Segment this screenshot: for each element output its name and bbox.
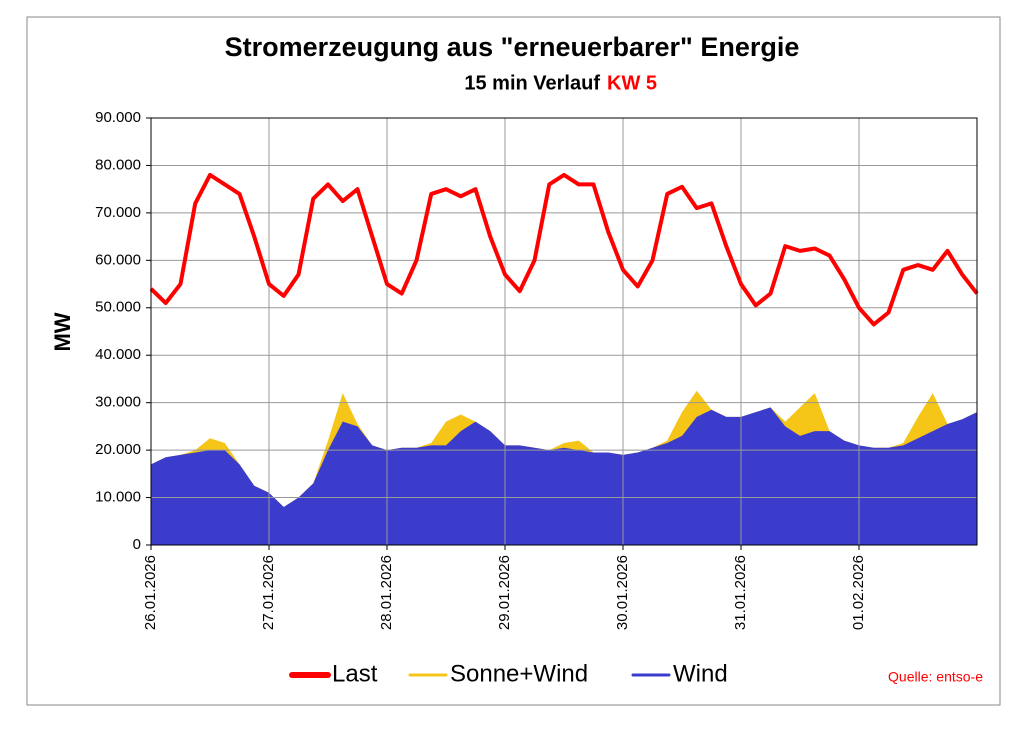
- area: [151, 407, 977, 545]
- chart-title: Stromerzeugung aus "erneuerbarer" Energi…: [225, 32, 800, 62]
- y-tick-label: 80.000: [95, 156, 141, 173]
- x-tick-label: 31.01.2026: [732, 555, 749, 630]
- x-tick-label: 26.01.2026: [142, 555, 159, 630]
- y-tick-label: 50.000: [95, 299, 141, 316]
- x-tick-label: 28.01.2026: [378, 555, 395, 630]
- y-tick-label: 70.000: [95, 204, 141, 221]
- x-tick-label: 29.01.2026: [496, 555, 513, 630]
- source-note: Quelle: entso-e: [888, 669, 983, 685]
- legend-label: Last: [332, 660, 378, 687]
- y-tick-label: 40.000: [95, 346, 141, 363]
- x-tick-label: 27.01.2026: [260, 555, 277, 630]
- y-tick-label: 10.000: [95, 489, 141, 506]
- y-axis-label: MW: [50, 312, 75, 351]
- y-tick-label: 0: [133, 536, 141, 553]
- chart-subtitle: 15 min Verlauf: [464, 72, 600, 94]
- line: [149, 172, 979, 327]
- chart-subtitle-highlight: KW 5: [607, 72, 657, 94]
- y-tick-label: 60.000: [95, 251, 141, 268]
- legend-label: Wind: [673, 660, 728, 687]
- x-tick-label: 30.01.2026: [614, 555, 631, 630]
- y-tick-label: 90.000: [95, 109, 141, 126]
- y-tick-label: 20.000: [95, 441, 141, 458]
- legend-label: Sonne+Wind: [450, 660, 588, 687]
- x-tick-label: 01.02.2026: [850, 555, 867, 630]
- y-tick-label: 30.000: [95, 394, 141, 411]
- plot-border: [150, 117, 978, 546]
